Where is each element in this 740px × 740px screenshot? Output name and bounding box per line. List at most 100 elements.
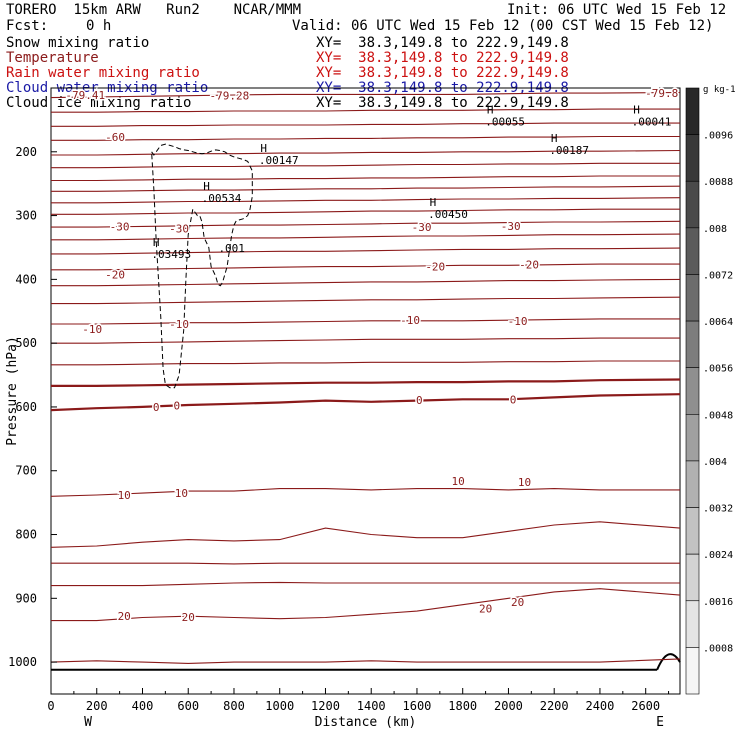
colorbar-segment xyxy=(685,320,700,368)
isotherm-line xyxy=(51,562,680,565)
colorbar-segment xyxy=(685,87,700,135)
isotherm-label: -30 xyxy=(501,220,521,233)
colorbar-segment xyxy=(685,414,700,462)
maximum-h-label: H xyxy=(487,104,494,117)
y-tick-label: 800 xyxy=(15,528,37,542)
isotherm-label: -30 xyxy=(412,221,432,234)
valid-time: Valid: 06 UTC Wed 15 Feb 12 (00 CST Wed … xyxy=(292,18,714,34)
maximum-h-label: H xyxy=(203,180,210,193)
isotherm-line xyxy=(51,588,681,622)
isotherm-label: 10 xyxy=(452,475,465,488)
x-axis-title: Distance (km) xyxy=(315,715,417,730)
isotherm-label: 10 xyxy=(118,489,131,502)
isotherm-label: 0 xyxy=(153,401,160,414)
isotherm-line xyxy=(51,149,681,156)
isotherm-label: -20 xyxy=(519,259,539,272)
isotherm-label: 0 xyxy=(173,400,180,413)
legend-rain-xy: XY= 38.3,149.8 to 222.9,149.8 xyxy=(316,65,569,81)
init-time: Init: 06 UTC Wed 15 Feb 12 xyxy=(507,2,727,18)
colorbar-tick-label: .0088 xyxy=(703,177,733,188)
maximum-h-label: H xyxy=(551,132,558,145)
isotherm-label: 0 xyxy=(510,393,517,406)
legend-cloud-ice-xy: XY= 38.3,149.8 to 222.9,149.8 xyxy=(316,95,569,111)
isotherm-label: -79.28 xyxy=(210,90,250,103)
isotherm-line xyxy=(50,521,681,548)
legend-temperature-xy: XY= 38.3,149.8 to 222.9,149.8 xyxy=(316,50,569,66)
legend-cloud-ice: Cloud ice mixing ratio xyxy=(6,95,192,111)
contour-value-label: .001 xyxy=(218,242,245,255)
colorbar-tick-label: .0016 xyxy=(703,597,733,608)
colorbar-segment xyxy=(685,647,700,695)
isotherm-label: 10 xyxy=(175,487,188,500)
isotherm-line xyxy=(51,185,681,192)
isotherm-line xyxy=(51,378,681,387)
isotherm-line xyxy=(51,135,680,141)
isotherm-line xyxy=(51,581,680,587)
forecast-label: Fcst: xyxy=(6,18,49,34)
y-tick-label: 400 xyxy=(15,272,37,286)
colorbar-tick-label: .0048 xyxy=(703,410,733,421)
legend-snow: Snow mixing ratio xyxy=(6,35,150,51)
legend-temperature: Temperature xyxy=(6,50,99,66)
isotherm-label: -60 xyxy=(105,131,125,144)
maximum-value-label: .00147 xyxy=(259,154,299,167)
x-tick-label: 2200 xyxy=(540,699,569,713)
isotherm-label: -20 xyxy=(425,261,445,274)
colorbar-segment xyxy=(685,553,700,602)
x-tick-label: 800 xyxy=(223,699,245,713)
y-tick-label: 900 xyxy=(15,591,37,605)
colorbar-tick-label: .0024 xyxy=(703,550,733,561)
x-tick-label: 2600 xyxy=(631,699,660,713)
colorbar-tick-label: .0032 xyxy=(703,504,733,515)
isotherm-line xyxy=(51,360,680,366)
isotherm-label: -10 xyxy=(82,323,102,336)
colorbar-segment xyxy=(685,507,700,555)
colorbar-unit: g kg-1 xyxy=(703,85,736,95)
model-title: TORERO 15km ARW Run2 NCAR/MMM xyxy=(6,2,302,18)
plot-frame xyxy=(50,87,681,695)
colorbar-tick-label: .0064 xyxy=(703,317,733,328)
x-tick-label: 1400 xyxy=(357,699,386,713)
isotherm-line xyxy=(51,233,681,241)
y-tick-label: 200 xyxy=(15,145,37,159)
isotherm-line xyxy=(51,296,681,305)
x-tick-label: 200 xyxy=(86,699,108,713)
maximum-value-label: .03493 xyxy=(151,248,191,261)
y-axis-title: Pressure (hPa) xyxy=(5,336,20,446)
colorbar-tick-label: .0072 xyxy=(703,270,733,281)
maximum-value-label: .00534 xyxy=(202,192,242,205)
isotherm-line xyxy=(51,208,680,215)
colorbar-tick-label: .0096 xyxy=(703,131,733,142)
forecast-value: 0 h xyxy=(86,18,112,34)
maximum-h-label: H xyxy=(153,236,160,249)
x-tick-label: 1000 xyxy=(265,699,294,713)
colorbar-segment xyxy=(685,227,700,275)
x-tick-label: 0 xyxy=(47,699,54,713)
colorbar-segment xyxy=(685,274,700,322)
maximum-h-label: H xyxy=(430,196,437,209)
west-label: W xyxy=(84,715,92,730)
isotherm-label: -10 xyxy=(508,315,528,328)
y-tick-label: 500 xyxy=(15,336,37,350)
y-tick-label: 300 xyxy=(15,209,37,223)
colorbar-segment xyxy=(685,134,700,182)
isotherm-line xyxy=(51,122,680,127)
colorbar-tick-label: .0008 xyxy=(703,643,733,654)
east-label: E xyxy=(656,715,664,730)
maximum-value-label: .00041 xyxy=(632,116,672,129)
isotherm-line xyxy=(51,108,680,113)
isotherm-line xyxy=(51,318,680,325)
isotherm-line xyxy=(50,658,681,664)
x-tick-label: 1800 xyxy=(448,699,477,713)
colorbar-segment xyxy=(685,460,700,508)
maximum-h-label: H xyxy=(633,104,640,117)
maximum-value-label: .00187 xyxy=(549,144,589,157)
isotherm-line xyxy=(51,337,680,344)
maximum-h-label: H xyxy=(260,142,267,155)
cloud-ice-contour xyxy=(150,143,253,389)
isotherm-label: -30 xyxy=(110,220,130,233)
isotherm-label: -20 xyxy=(105,268,125,281)
isotherm-label: 0 xyxy=(416,394,423,407)
x-tick-label: 2400 xyxy=(585,699,614,713)
